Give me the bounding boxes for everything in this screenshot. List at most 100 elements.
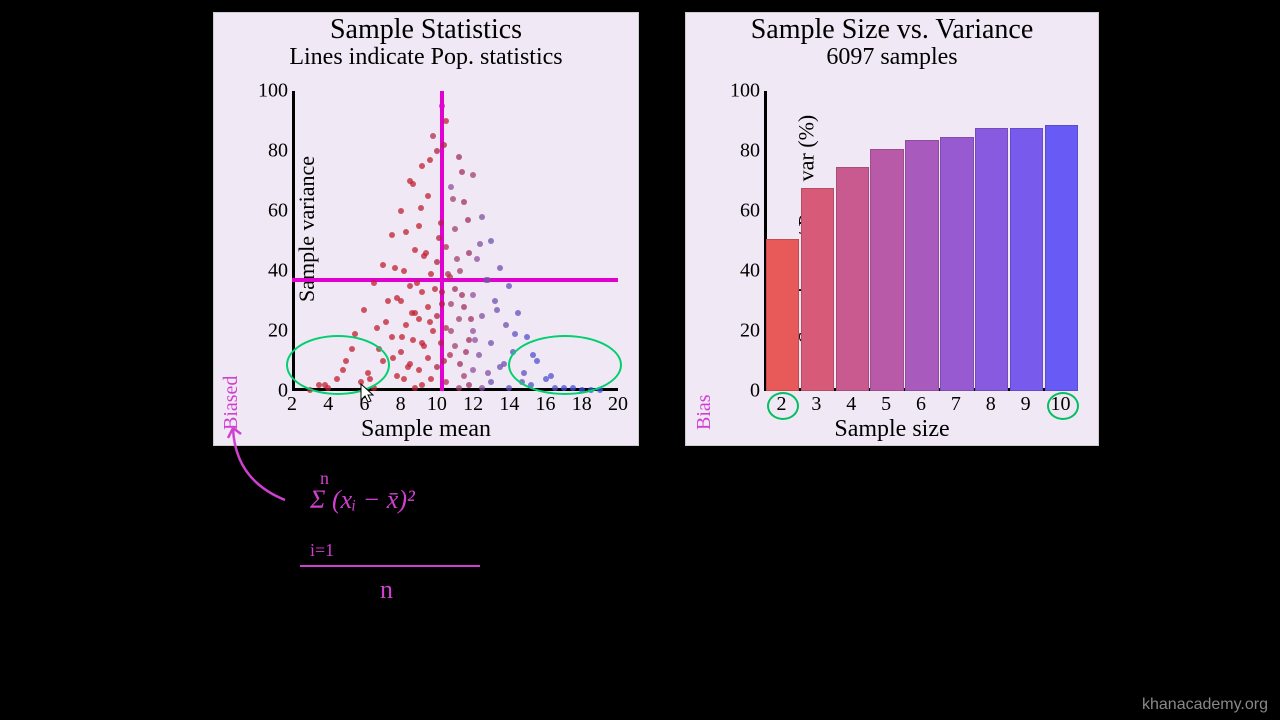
scatter-point (443, 379, 449, 385)
scatter-point (488, 238, 494, 244)
annotation-arrow (225, 420, 315, 510)
scatter-point (416, 223, 422, 229)
scatter-point (443, 118, 449, 124)
circled-cluster-right (508, 335, 622, 395)
scatter-point (461, 304, 467, 310)
scatter-point (452, 226, 458, 232)
scatter-point (479, 313, 485, 319)
scatter-point (470, 328, 476, 334)
scatter-point (443, 244, 449, 250)
scatter-point (488, 379, 494, 385)
scatter-point (524, 334, 530, 340)
scatter-point (470, 367, 476, 373)
scatter-point (512, 331, 518, 337)
annotation-biased-right: Bias (693, 394, 716, 430)
scatter-point (412, 247, 418, 253)
scatter-point (472, 337, 478, 343)
scatter-point (401, 268, 407, 274)
cursor-icon (358, 382, 378, 406)
scatter-panel: Sample Statistics Lines indicate Pop. st… (213, 12, 639, 446)
scatter-point (488, 340, 494, 346)
bar (766, 239, 799, 391)
bar-xtick: 4 (846, 393, 856, 416)
scatter-point (403, 322, 409, 328)
scatter-point (474, 256, 480, 262)
bar (870, 149, 903, 391)
scatter-point (389, 232, 395, 238)
scatter-point (419, 289, 425, 295)
scatter-point (398, 349, 404, 355)
scatter-point (428, 376, 434, 382)
bar (940, 137, 973, 391)
scatter-point (434, 148, 440, 154)
formula-sum: Σ (xᵢ − x̄)² (310, 485, 415, 515)
scatter-point (385, 298, 391, 304)
bar (801, 188, 834, 391)
bar (1010, 128, 1043, 391)
formula-bar (300, 565, 480, 567)
scatter-point (448, 301, 454, 307)
scatter-point (439, 289, 445, 295)
scatter-point (410, 337, 416, 343)
scatter-point (501, 361, 507, 367)
scatter-point (374, 325, 380, 331)
scatter-point (425, 355, 431, 361)
scatter-point (438, 220, 444, 226)
scatter-point (477, 241, 483, 247)
scatter-point (459, 292, 465, 298)
scatter-point (452, 286, 458, 292)
scatter-point (434, 259, 440, 265)
scatter-point (371, 280, 377, 286)
scatter-point (390, 355, 396, 361)
scatter-point (461, 373, 467, 379)
scatter-point (423, 250, 429, 256)
bar-subtitle: 6097 samples (686, 44, 1098, 70)
scatter-point (476, 352, 482, 358)
scatter-point (434, 313, 440, 319)
scatter-point (492, 298, 498, 304)
scatter-point (441, 358, 447, 364)
scatter-point (392, 265, 398, 271)
scatter-point (497, 265, 503, 271)
scatter-point (468, 316, 474, 322)
scatter-point (483, 277, 489, 283)
scatter-point (418, 205, 424, 211)
scatter-point (465, 217, 471, 223)
bar-xlabel: Sample size (686, 416, 1098, 443)
scatter-point (494, 307, 500, 313)
scatter-title: Sample Statistics (214, 15, 638, 44)
scatter-point (409, 310, 415, 316)
formula-idx: i=1 (310, 540, 334, 561)
scatter-point (430, 133, 436, 139)
scatter-point (448, 328, 454, 334)
scatter-point (380, 262, 386, 268)
scatter-point (456, 316, 462, 322)
bar (1045, 125, 1078, 391)
watermark: khanacademy.org (1142, 696, 1268, 714)
bar-plot-area: 0204060801002345678910 (764, 91, 1078, 391)
scatter-point (427, 319, 433, 325)
scatter-point (403, 229, 409, 235)
scatter-point (416, 316, 422, 322)
scatter-subtitle: Lines indicate Pop. statistics (214, 44, 638, 70)
formula-denom: n (380, 575, 393, 605)
bar (975, 128, 1008, 391)
scatter-point (448, 184, 454, 190)
scatter-point (401, 376, 407, 382)
scatter-point (436, 235, 442, 241)
scatter-point (389, 334, 395, 340)
scatter-point (398, 208, 404, 214)
scatter-point (361, 307, 367, 313)
scatter-plot-area: 0204060801002468101214161820 (292, 91, 618, 391)
scatter-point (414, 280, 420, 286)
scatter-point (394, 373, 400, 379)
bar-panel: Sample Size vs. Variance 6097 samples Sa… (685, 12, 1099, 446)
scatter-point (427, 157, 433, 163)
scatter-point (457, 361, 463, 367)
scatter-point (432, 286, 438, 292)
bar (836, 167, 869, 391)
scatter-point (506, 283, 512, 289)
scatter-point (425, 193, 431, 199)
scatter-point (438, 340, 444, 346)
scatter-point (479, 214, 485, 220)
